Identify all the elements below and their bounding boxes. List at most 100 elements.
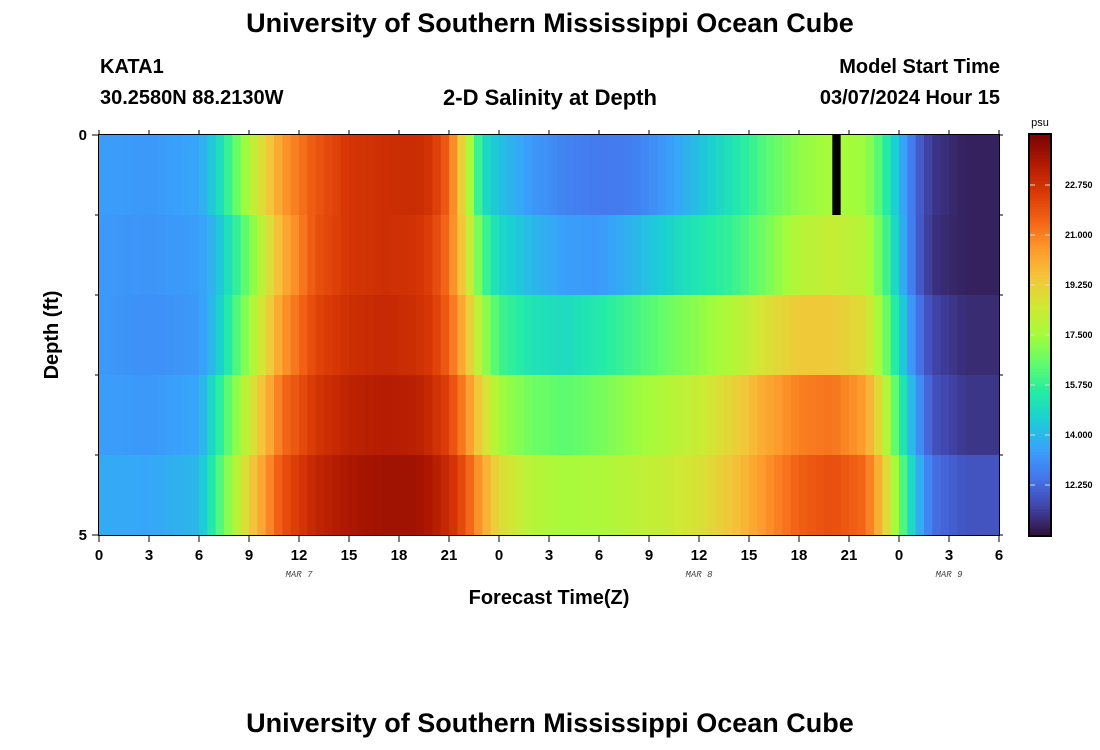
heatmap-cell xyxy=(282,295,292,376)
heatmap-cell xyxy=(749,215,758,296)
heatmap-cell xyxy=(215,375,225,456)
heatmap-cell xyxy=(832,215,842,296)
heatmap-cell xyxy=(882,375,892,456)
heatmap-cell xyxy=(115,135,125,216)
heatmap-cell xyxy=(732,135,742,216)
heatmap-cell xyxy=(557,215,567,296)
colorbar-swatch xyxy=(1030,352,1050,356)
heatmap-cell xyxy=(465,375,475,456)
heatmap-cell xyxy=(324,215,333,296)
colorbar-swatch xyxy=(1030,303,1050,307)
heatmap-cell xyxy=(515,375,525,456)
colorbar-swatch xyxy=(1030,529,1050,533)
heatmap-cell xyxy=(757,295,767,376)
colorbar-swatch xyxy=(1030,257,1050,262)
x-tick-label: 0 xyxy=(895,547,903,564)
heatmap-cell xyxy=(732,375,742,456)
heatmap-cell xyxy=(357,215,367,296)
heatmap-cell xyxy=(240,135,250,216)
heatmap-cell xyxy=(249,455,258,536)
colorbar-swatch xyxy=(1030,152,1050,156)
heatmap-cell xyxy=(465,455,475,536)
heatmap-cell xyxy=(940,215,950,296)
heatmap-cell xyxy=(174,375,183,456)
heatmap-cell xyxy=(807,295,817,376)
heatmap-cell xyxy=(632,215,642,296)
heatmap-cell xyxy=(315,215,325,296)
heatmap-cell xyxy=(715,295,725,376)
heatmap-cell xyxy=(790,375,800,456)
heatmap-cell xyxy=(674,455,683,536)
heatmap-cell xyxy=(224,295,233,376)
heatmap-cell xyxy=(307,375,317,456)
heatmap-cell xyxy=(715,455,725,536)
heatmap-cell xyxy=(249,295,258,376)
heatmap-cell xyxy=(990,295,1000,376)
x-tick-label: 12 xyxy=(291,547,308,564)
heatmap-cell xyxy=(724,135,733,216)
heatmap-cell xyxy=(957,295,967,376)
heatmap-cell xyxy=(849,375,858,456)
heatmap-cell xyxy=(407,295,417,376)
heatmap-cell xyxy=(515,455,525,536)
heatmap-cell xyxy=(132,455,142,536)
heatmap-cell xyxy=(240,295,250,376)
heatmap-cell xyxy=(815,375,825,456)
heatmap-cell xyxy=(782,135,792,216)
heatmap-cell xyxy=(290,215,300,296)
heatmap-cell xyxy=(332,295,342,376)
colorbar-swatch xyxy=(1030,320,1050,325)
heatmap-cell xyxy=(749,295,758,376)
heatmap-cell xyxy=(174,215,183,296)
heatmap-cell xyxy=(399,455,408,536)
heatmap-cell xyxy=(649,215,658,296)
heatmap-cell xyxy=(315,295,325,376)
heatmap-cell xyxy=(449,135,458,216)
heatmap-cell xyxy=(615,215,625,296)
heatmap-cell xyxy=(507,375,517,456)
heatmap-cell xyxy=(499,375,508,456)
colorbar-swatch xyxy=(1030,289,1050,293)
heatmap-cell xyxy=(840,375,850,456)
heatmap-cell xyxy=(949,455,958,536)
heatmap-cell xyxy=(857,215,867,296)
heatmap-cell xyxy=(115,455,125,536)
colorbar-swatch xyxy=(1030,455,1050,459)
heatmap-cell xyxy=(915,215,925,296)
colorbar-swatch xyxy=(1030,457,1050,462)
heatmap-cell xyxy=(624,135,633,216)
colorbar-swatch xyxy=(1030,383,1050,387)
heatmap-cell xyxy=(557,375,567,456)
heatmap-cell xyxy=(632,375,642,456)
heatmap-cell xyxy=(890,375,900,456)
heatmap-cell xyxy=(249,215,258,296)
heatmap-cell xyxy=(115,375,125,456)
colorbar-swatch xyxy=(1030,166,1050,170)
heatmap-cell xyxy=(840,455,850,536)
heatmap-cell xyxy=(774,375,783,456)
heatmap-cell xyxy=(649,135,658,216)
x-tick-label: 3 xyxy=(145,547,153,564)
y-tick-label: 5 xyxy=(79,527,87,544)
colorbar-swatch xyxy=(1030,517,1050,522)
colorbar-swatch xyxy=(1030,423,1050,427)
heatmap-cell xyxy=(182,135,192,216)
heatmap-cell xyxy=(982,135,992,216)
colorbar-swatch xyxy=(1030,512,1050,516)
heatmap-cell xyxy=(582,455,592,536)
heatmap-cell xyxy=(549,455,558,536)
colorbar-swatch xyxy=(1030,263,1050,267)
heatmap-cell xyxy=(824,215,833,296)
heatmap-cell xyxy=(282,375,292,456)
colorbar-swatch xyxy=(1030,377,1050,382)
colorbar-swatch xyxy=(1030,503,1050,507)
colorbar-swatch xyxy=(1030,209,1050,213)
heatmap-cell xyxy=(674,375,683,456)
heatmap-cell xyxy=(299,215,308,296)
heatmap-cell xyxy=(457,455,467,536)
heatmap-cell xyxy=(682,375,692,456)
colorbar-swatch xyxy=(1030,143,1050,147)
heatmap-cell xyxy=(565,375,575,456)
heatmap-cell xyxy=(224,135,233,216)
heatmap-cell xyxy=(624,375,633,456)
